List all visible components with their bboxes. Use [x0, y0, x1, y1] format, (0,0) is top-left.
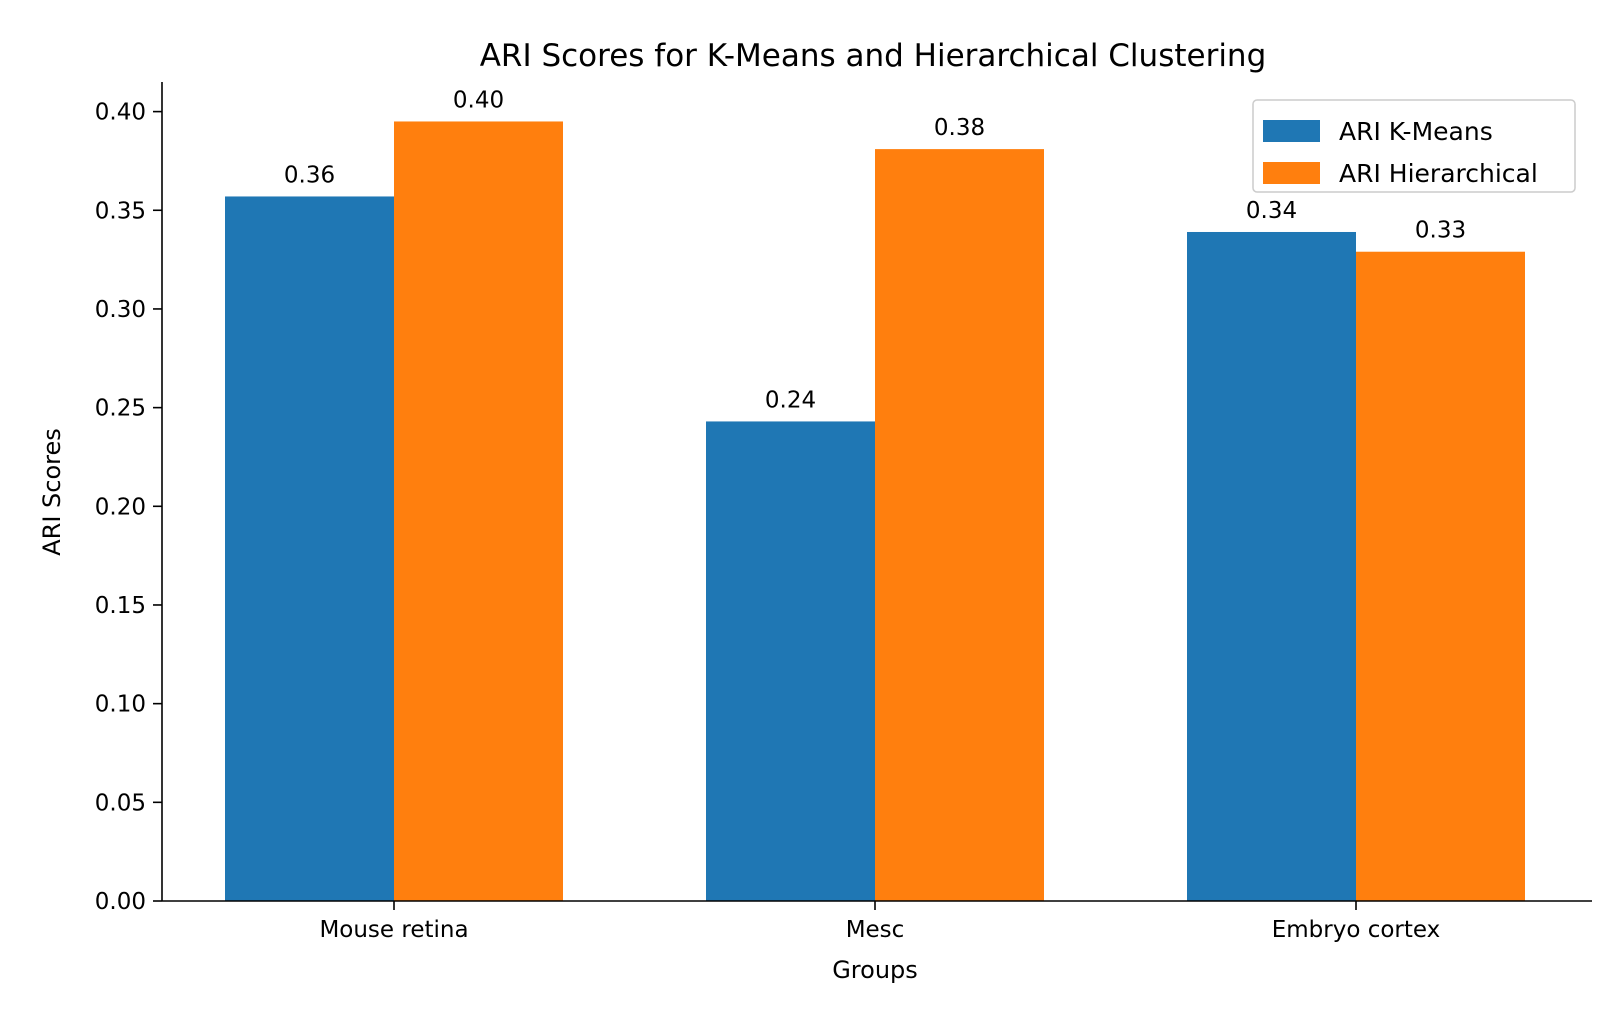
y-tick-label: 0.10 [95, 692, 146, 718]
bar-kmeans [225, 196, 394, 901]
y-tick-label: 0.05 [95, 790, 146, 816]
legend-frame [1252, 99, 1576, 193]
bar-hierarchical [394, 121, 563, 902]
x-axis-ticks: Mouse retina Mesc Embryo cortex [319, 901, 1440, 943]
y-axis-label: ARI Scores [38, 428, 66, 556]
chart-title: ARI Scores for K-Means and Hierarchical … [480, 38, 1267, 74]
x-tick-label: Mesc [846, 917, 905, 943]
bar-hierarchical [875, 149, 1044, 901]
legend-swatch [1263, 120, 1320, 142]
x-tick-label: Embryo cortex [1272, 917, 1441, 943]
y-tick-label: 0.00 [95, 889, 146, 915]
y-axis-ticks: 0.00 0.05 0.10 0.15 0.20 0.25 0.30 0.35 0.40 [95, 100, 162, 915]
bar-kmeans [706, 421, 875, 901]
bar-value-label: 0.36 [284, 162, 335, 188]
bar-value-label: 0.33 [1415, 218, 1466, 244]
y-tick-label: 0.15 [95, 593, 146, 619]
bar-hierarchical [1356, 251, 1525, 902]
y-tick-label: 0.40 [95, 100, 146, 126]
bars [225, 121, 1525, 902]
legend-label: ARI Hierarchical [1339, 159, 1538, 188]
bar-value-label: 0.24 [765, 387, 816, 413]
bar-kmeans [1187, 231, 1356, 901]
bar-value-labels: 0.36 0.24 0.34 0.40 0.38 0.33 [284, 87, 1466, 413]
y-tick-label: 0.20 [95, 494, 146, 520]
legend: ARI K-Means ARI Hierarchical [1252, 99, 1576, 193]
x-tick-label: Mouse retina [319, 917, 468, 943]
bar-value-label: 0.38 [934, 115, 985, 141]
y-tick-label: 0.35 [95, 198, 146, 224]
y-tick-label: 0.30 [95, 297, 146, 323]
y-tick-label: 0.25 [95, 396, 146, 422]
bar-value-label: 0.40 [453, 87, 504, 113]
legend-label: ARI K-Means [1339, 117, 1493, 146]
bar-value-label: 0.34 [1246, 198, 1297, 224]
legend-swatch [1263, 162, 1320, 184]
x-axis-label: Groups [832, 956, 918, 984]
